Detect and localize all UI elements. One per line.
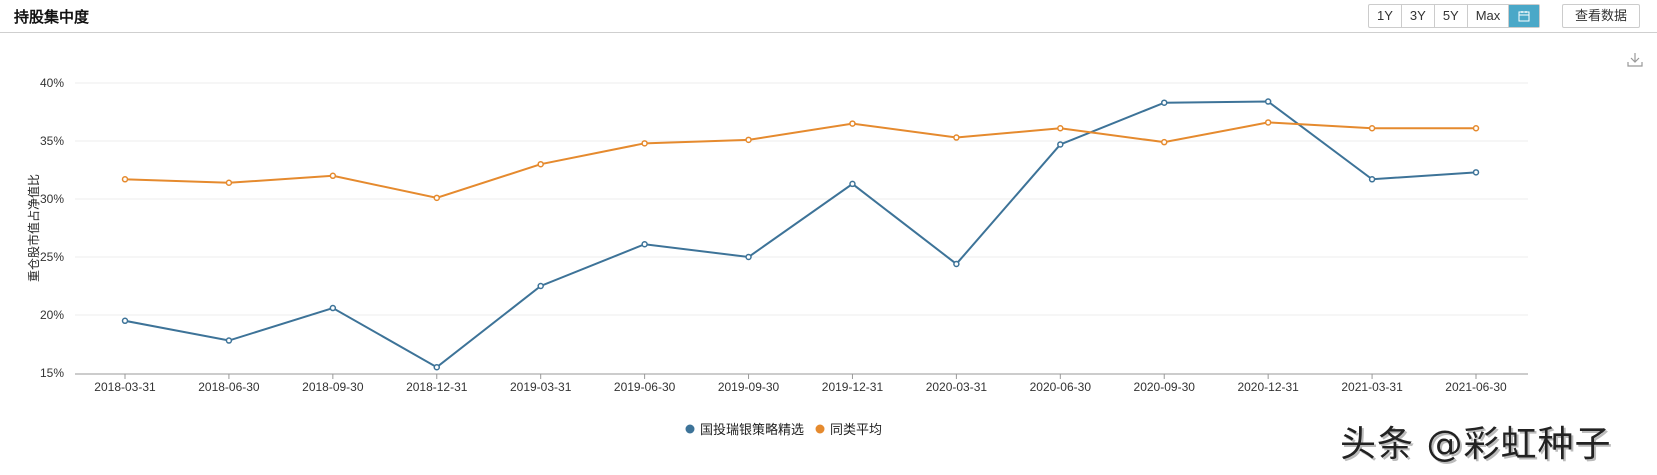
y-tick-label: 15% bbox=[40, 366, 64, 380]
x-tick-label: 2018-12-31 bbox=[406, 380, 468, 394]
legend-item[interactable]: 国投瑞银策略精选 bbox=[700, 422, 804, 438]
series-line bbox=[124, 100, 1477, 369]
data-point[interactable] bbox=[745, 253, 752, 261]
data-point[interactable] bbox=[433, 194, 441, 202]
data-point[interactable] bbox=[641, 140, 648, 147]
x-tick-label: 2020-06-30 bbox=[1030, 380, 1092, 394]
data-point[interactable] bbox=[1057, 141, 1064, 148]
data-point[interactable] bbox=[1160, 138, 1168, 146]
data-point[interactable] bbox=[1368, 176, 1376, 183]
data-point[interactable] bbox=[953, 134, 960, 141]
y-tick-label: 30% bbox=[40, 192, 64, 206]
data-point[interactable] bbox=[641, 240, 648, 248]
calendar-button[interactable] bbox=[1509, 5, 1540, 27]
x-tick-label: 2019-09-30 bbox=[718, 380, 780, 394]
watermark: 头条 @彩虹种子 bbox=[1340, 424, 1612, 465]
x-tick-label: 2018-03-31 bbox=[94, 380, 156, 394]
data-point[interactable] bbox=[1264, 98, 1272, 105]
data-point[interactable] bbox=[329, 172, 337, 180]
x-tick-label: 2018-09-30 bbox=[302, 380, 364, 394]
data-point[interactable] bbox=[745, 136, 752, 144]
data-point[interactable] bbox=[1368, 124, 1376, 132]
data-point[interactable] bbox=[1264, 119, 1272, 126]
x-tick-label: 2020-03-31 bbox=[926, 380, 988, 394]
data-point[interactable] bbox=[849, 180, 856, 188]
range-max-button[interactable]: Max bbox=[1468, 5, 1510, 27]
page-title: 持股集中度 bbox=[14, 9, 90, 26]
download-button[interactable] bbox=[1626, 52, 1644, 73]
data-point[interactable] bbox=[225, 179, 233, 187]
range-selector: 1Y 3Y 5Y Max bbox=[1368, 4, 1541, 28]
data-point[interactable] bbox=[433, 363, 441, 371]
series-line bbox=[124, 121, 1476, 199]
y-tick-label: 35% bbox=[40, 134, 64, 148]
data-point[interactable] bbox=[953, 260, 960, 268]
header: 持股集中度 1Y 3Y 5Y Max 查看数据 bbox=[0, 0, 1657, 33]
x-tick-label: 2021-06-30 bbox=[1445, 380, 1507, 394]
x-tick-label: 2018-06-30 bbox=[198, 380, 260, 394]
x-tick-label: 2020-09-30 bbox=[1134, 380, 1196, 394]
x-tick-label: 2021-03-31 bbox=[1341, 380, 1403, 394]
y-tick-label: 40% bbox=[40, 76, 64, 90]
data-point[interactable] bbox=[121, 176, 129, 183]
calendar-icon bbox=[1518, 11, 1530, 22]
data-point[interactable] bbox=[225, 337, 233, 344]
y-tick-label: 25% bbox=[40, 250, 64, 264]
range-5y-button[interactable]: 5Y bbox=[1435, 5, 1468, 27]
x-tick-label: 2020-12-31 bbox=[1237, 380, 1299, 394]
legend-marker bbox=[685, 424, 695, 434]
y-axis-label: 重仓股市值占净值比 bbox=[26, 174, 41, 282]
data-point[interactable] bbox=[1057, 124, 1064, 132]
data-point[interactable] bbox=[1472, 124, 1480, 132]
data-point[interactable] bbox=[121, 317, 129, 325]
data-point[interactable] bbox=[1160, 99, 1168, 106]
view-data-button[interactable]: 查看数据 bbox=[1562, 4, 1641, 28]
data-point[interactable] bbox=[849, 120, 856, 127]
x-tick-label: 2019-06-30 bbox=[614, 380, 676, 394]
range-3y-button[interactable]: 3Y bbox=[1402, 5, 1435, 27]
x-tick-label: 2019-03-31 bbox=[510, 380, 572, 394]
y-tick-label: 20% bbox=[40, 308, 64, 322]
data-point[interactable] bbox=[537, 160, 544, 168]
legend-marker bbox=[815, 424, 825, 434]
legend-item[interactable]: 同类平均 bbox=[830, 423, 882, 438]
range-1y-button[interactable]: 1Y bbox=[1369, 5, 1402, 27]
download-icon bbox=[1627, 53, 1643, 67]
data-point[interactable] bbox=[1472, 169, 1480, 176]
data-point[interactable] bbox=[329, 304, 337, 312]
x-tick-label: 2019-12-31 bbox=[822, 380, 884, 394]
data-point[interactable] bbox=[537, 282, 544, 290]
